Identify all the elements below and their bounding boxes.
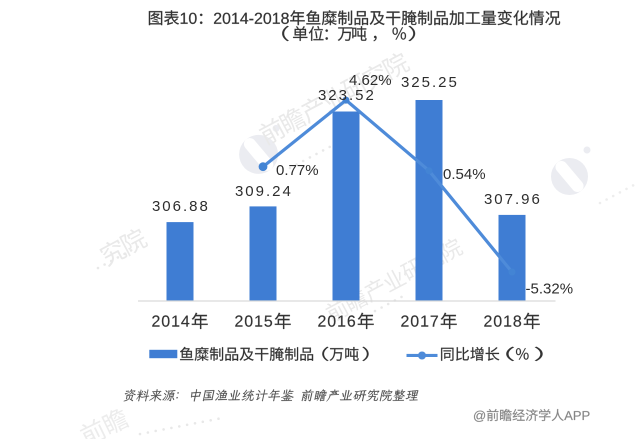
svg-text:323.52: 323.52 [318,87,376,104]
svg-text:306.88: 306.88 [152,198,210,215]
svg-text:325.25: 325.25 [401,74,459,91]
svg-text:309.24: 309.24 [235,183,293,200]
svg-text:-5.32%: -5.32% [526,281,574,298]
svg-text:0.54%: 0.54% [443,166,486,183]
svg-text:0.77%: 0.77% [276,162,319,179]
svg-text:307.96: 307.96 [484,191,542,208]
svg-text:4.62%: 4.62% [349,72,392,89]
